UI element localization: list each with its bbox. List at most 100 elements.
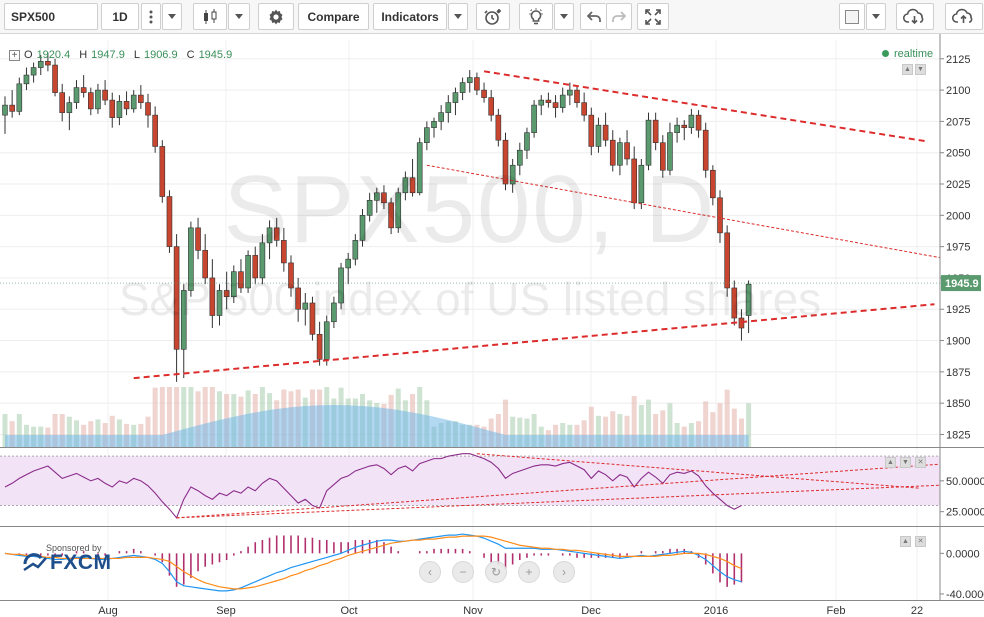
zoom-in-button[interactable]: + [518,561,540,583]
layout-dropdown[interactable] [866,3,886,30]
volume-bar-85 [610,411,616,447]
candle-73 [524,132,530,151]
scroll-left-button[interactable]: ‹ [419,561,441,583]
open-value: 1920.4 [36,49,71,61]
candle-64 [459,82,466,93]
candle-20 [145,102,151,116]
candle-45 [323,321,330,360]
price-tick-label-3: 2050 [946,148,970,160]
high-value: 1947.9 [91,49,125,61]
candle-30 [216,290,223,316]
undo-button[interactable] [580,3,606,30]
time-tick-label-6: Feb [827,605,846,617]
scroll-right-button[interactable]: › [553,561,575,583]
candles-icon [204,8,217,24]
time-tick-label-0: Aug [98,605,118,617]
close-label: C [186,49,195,61]
ideas-dropdown[interactable] [554,3,574,30]
layout-button[interactable] [839,3,865,30]
candle-44 [316,333,323,360]
interval-button[interactable]: 1D [101,3,139,30]
realtime-indicator: realtime [882,48,933,60]
macd-tick-label-1: -40.0000 [946,589,984,601]
candle-71 [509,164,516,185]
redo-button[interactable] [606,3,632,30]
chart-type-button[interactable] [193,3,227,30]
candle-13 [95,89,101,110]
candle-101 [724,232,730,289]
indicators-dropdown[interactable] [448,3,468,30]
candle-43 [309,302,316,335]
candle-4 [30,67,37,76]
volume-bar-99 [710,412,716,447]
candle-6 [45,60,51,66]
candle-78 [559,94,566,108]
kebab-icon [149,10,153,23]
ideas-button[interactable] [519,3,553,30]
rsi-pane-up-icon[interactable]: ▲ [885,457,896,468]
redo-icon [612,10,627,22]
fullscreen-button[interactable] [637,3,669,30]
macd-pane-close-icon[interactable]: ✕ [915,536,926,547]
candle-81 [581,102,587,116]
volume-bar-15 [109,415,115,447]
save-chart-button[interactable] [945,3,983,30]
zoom-out-button[interactable]: − [452,561,474,583]
candle-10 [73,87,80,103]
volume-bar-8 [59,414,65,447]
candle-59 [424,127,430,143]
rsi-trendline-2 [476,453,921,489]
candle-14 [102,89,108,101]
volume-bar-101 [724,389,730,447]
volume-bar-0 [2,414,8,447]
candle-99 [710,169,716,199]
main-pane-down-icon[interactable]: ▼ [915,64,926,75]
candle-84 [602,124,609,141]
price-tick-label-6: 1975 [946,242,970,254]
candle-56 [402,177,409,194]
price-tick-label-12: 1825 [946,429,970,441]
candle-68 [488,97,495,116]
chevron-down-icon [560,14,568,19]
interval-dropdown[interactable] [162,3,182,30]
volume-bar-82 [588,406,594,447]
rsi-trendline-0 [176,463,949,519]
chevron-down-icon [872,14,880,19]
settings-button[interactable] [258,3,294,30]
candle-12 [88,92,94,110]
interval-more-button[interactable] [141,3,161,30]
load-chart-button[interactable] [896,3,934,30]
sponsor-block[interactable]: Sponsored by FXCM [22,543,112,575]
rsi-pane-close-icon[interactable]: ✕ [915,457,926,468]
candle-79 [567,89,573,96]
macd-pane [4,533,743,592]
candle-11 [80,87,87,93]
time-tick-label-7: 22 [911,605,923,617]
alert-button[interactable] [476,3,510,30]
candle-47 [338,267,344,304]
candle-42 [302,302,309,310]
macd-pane-up-icon[interactable]: ▲ [900,536,911,547]
time-tick-label-3: Nov [463,605,483,617]
candle-83 [595,124,602,147]
reset-button[interactable]: ↻ [485,561,507,583]
candle-23 [166,196,173,247]
price-trendline-0 [133,303,935,380]
price-tick-label-0: 2125 [946,54,970,66]
compare-button[interactable]: Compare [298,3,369,30]
sponsor-label: Sponsored by [46,543,102,553]
candle-58 [416,142,423,194]
candle-29 [209,277,216,316]
candle-33 [238,271,244,289]
chart-type-dropdown[interactable] [228,3,250,30]
rsi-pane-down-icon[interactable]: ▼ [900,457,911,468]
collapse-icon[interactable]: + [9,49,20,61]
symbol-search-button[interactable]: SPX500 [4,3,98,30]
candle-62 [445,102,452,113]
candle-19 [138,94,144,103]
main-pane-up-icon[interactable]: ▲ [902,64,913,75]
volume-bar-100 [717,403,723,447]
candle-26 [188,227,194,291]
indicators-button[interactable]: Indicators [373,3,447,30]
